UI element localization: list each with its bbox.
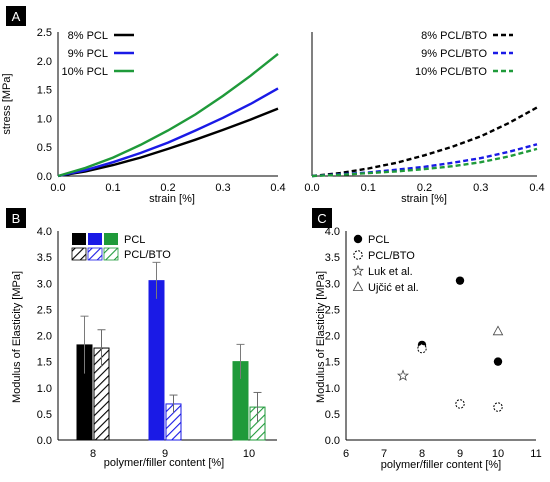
x-tick-label: 6 xyxy=(343,448,349,460)
series-line xyxy=(311,106,538,178)
x-tick-label: 0.0 xyxy=(304,182,319,194)
data-point xyxy=(417,343,427,354)
y-tick-label: 3.0 xyxy=(37,278,52,290)
y-tick-label: 0.5 xyxy=(37,409,52,421)
legend-swatch-hatched xyxy=(71,247,87,261)
panel-c-modulus-scatter: C Modulus of Elasticity [MPa] polymer/fi… xyxy=(312,208,542,471)
y-tick-label: 0.0 xyxy=(37,435,52,447)
x-tick-label: 10 xyxy=(243,448,255,460)
panel-a-stress-strain-pcl-bto: strain [%] 0.0 0.1 0.2 0.3 0.4 8% PCL/BTO 9% … xyxy=(304,30,544,205)
y-tick-label: 1.0 xyxy=(325,383,340,395)
series-line xyxy=(311,147,538,178)
y-tick-label: 1.0 xyxy=(37,383,52,395)
x-tick-label: 9 xyxy=(457,448,463,460)
y-tick-label: 0.5 xyxy=(37,142,52,154)
legend-label: 9% PCL/BTO xyxy=(421,48,487,60)
x-tick-label: 0.1 xyxy=(361,182,376,194)
legend-swatch-solid xyxy=(88,233,102,245)
y-tick-label: 1.5 xyxy=(37,85,52,97)
legend-label: Luk et al. xyxy=(368,266,413,278)
y-tick-label: 2.0 xyxy=(37,56,52,68)
x-tick-label: 0.3 xyxy=(215,182,230,194)
legend-marker xyxy=(352,281,364,291)
x-tick-label: 8 xyxy=(419,448,425,460)
series-line xyxy=(57,52,279,178)
y-tick-label: 1.5 xyxy=(37,357,52,369)
legend-label: PCL/BTO xyxy=(124,249,171,261)
legend-marker xyxy=(353,250,363,260)
legend-label: 8% PCL/BTO xyxy=(421,30,487,42)
y-tick-label: 2.5 xyxy=(325,304,340,316)
y-axis-title: stress [MPa] xyxy=(1,73,13,134)
legend-label: 10% PCL/BTO xyxy=(415,66,487,78)
panel-c-letter: C xyxy=(317,211,326,226)
y-tick-label: 2.5 xyxy=(37,27,52,39)
y-tick-label: 1.0 xyxy=(37,113,52,125)
panel-b-modulus-bar-chart: B Modulus of Elasticity [MPa] polymer/fi… xyxy=(6,208,277,469)
legend-swatch-solid xyxy=(104,233,118,245)
data-point xyxy=(493,357,503,366)
x-axis-title: strain [%] xyxy=(149,193,195,205)
y-tick-label: 0.0 xyxy=(37,171,52,183)
y-tick-label: 1.5 xyxy=(325,357,340,369)
panel-a-stress-strain-pcl: A stress [MPa] strain [%] 0.0 0.5 1.0 1.5 2.… xyxy=(1,6,286,205)
x-tick-label: 8 xyxy=(90,448,96,460)
x-tick-label: 0.2 xyxy=(417,182,432,194)
x-axis-title: polymer/filler content [%] xyxy=(104,457,224,469)
y-tick-label: 3.5 xyxy=(37,252,52,264)
x-tick-label: 0.4 xyxy=(529,182,544,194)
panel-a-label-box xyxy=(6,6,26,26)
x-tick-label: 9 xyxy=(162,448,168,460)
legend-marker xyxy=(353,234,363,244)
data-point xyxy=(455,399,465,409)
data-point xyxy=(492,325,504,336)
y-tick-label: 3.0 xyxy=(325,278,340,290)
bar xyxy=(148,280,165,441)
y-tick-label: 4.0 xyxy=(37,226,52,238)
x-tick-label: 0.0 xyxy=(50,182,65,194)
legend-swatch-hatched xyxy=(87,247,103,261)
y-axis-title: Modulus of Elasticity [MPa] xyxy=(11,271,23,403)
series-line xyxy=(57,87,279,178)
y-tick-label: 0.0 xyxy=(325,435,340,447)
y-axis-title: Modulus of Elasticity [MPa] xyxy=(315,271,327,403)
legend-label: 10% PCL xyxy=(62,66,108,78)
y-tick-label: 2.0 xyxy=(37,331,52,343)
data-point xyxy=(493,402,503,412)
data-point xyxy=(397,369,409,381)
legend-label: 9% PCL xyxy=(68,48,108,60)
legend-swatch-hatched xyxy=(103,247,119,261)
legend-marker xyxy=(352,264,364,277)
legend-swatch-solid xyxy=(72,233,86,245)
x-tick-label: 7 xyxy=(381,448,387,460)
panel-c-label-box xyxy=(312,208,332,228)
y-tick-label: 4.0 xyxy=(325,226,340,238)
x-tick-label: 0.4 xyxy=(270,182,285,194)
legend-label: PCL xyxy=(368,234,389,246)
panel-a-letter: A xyxy=(12,9,21,24)
x-axis-title: strain [%] xyxy=(401,193,447,205)
x-tick-label: 0.3 xyxy=(473,182,488,194)
legend-label: PCL/BTO xyxy=(368,250,415,262)
legend-label: Ujčić et al. xyxy=(368,282,419,294)
panel-b-letter: B xyxy=(12,211,21,226)
y-tick-label: 2.5 xyxy=(37,304,52,316)
y-tick-label: 2.0 xyxy=(325,331,340,343)
x-tick-label: 0.2 xyxy=(160,182,175,194)
x-axis-title: polymer/filler content [%] xyxy=(381,459,501,471)
y-tick-label: 0.5 xyxy=(325,409,340,421)
legend-label: PCL xyxy=(124,234,145,246)
x-tick-label: 11 xyxy=(530,448,541,460)
y-tick-label: 3.5 xyxy=(325,252,340,264)
series-line xyxy=(311,143,538,178)
x-tick-label: 0.1 xyxy=(105,182,120,194)
panel-b-label-box xyxy=(6,208,26,228)
series-line xyxy=(57,107,279,178)
x-tick-label: 10 xyxy=(492,448,504,460)
legend-label: 8% PCL xyxy=(68,30,108,42)
data-point xyxy=(455,276,465,285)
